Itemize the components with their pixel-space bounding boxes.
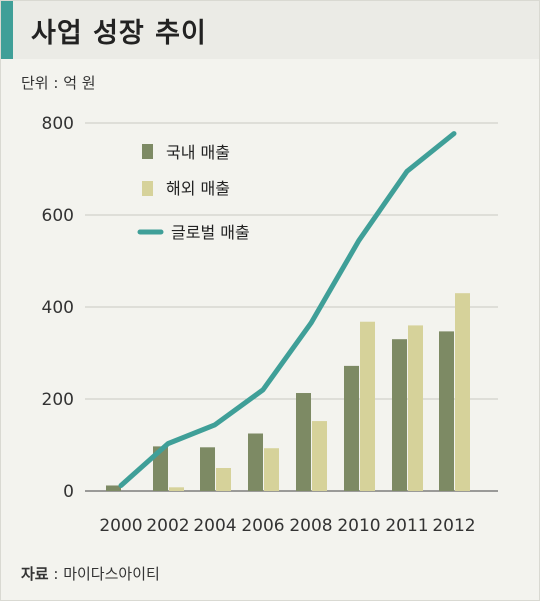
x-tick-label: 2010 [337, 516, 380, 536]
source-value: 마이다스아이티 [63, 565, 160, 583]
overseas-sales-bar [360, 322, 375, 491]
x-tick-label: 2002 [146, 516, 189, 536]
domestic-sales-bar [439, 331, 454, 491]
overseas-sales-bar [216, 468, 231, 491]
legend-domestic-swatch [142, 144, 153, 159]
y-tick-label: 400 [42, 298, 74, 318]
y-tick-label: 0 [63, 482, 74, 502]
y-tick-label: 600 [42, 206, 74, 226]
legend-global-label: 글로벌 매출 [171, 223, 250, 242]
source-label: 자료 [21, 565, 49, 583]
x-tick-label: 2012 [432, 516, 475, 536]
legend-domestic-label: 국내 매출 [166, 143, 230, 162]
y-tick-label: 200 [42, 390, 74, 410]
domestic-sales-bar [344, 366, 359, 491]
legend-overseas-label: 해외 매출 [166, 179, 230, 198]
x-tick-label: 2000 [99, 516, 142, 536]
overseas-sales-bar [169, 487, 184, 491]
domestic-sales-bar [296, 393, 311, 491]
overseas-sales-bar [312, 421, 327, 491]
x-tick-label: 2006 [241, 516, 284, 536]
overseas-sales-bar [408, 325, 423, 491]
source-separator: : [49, 565, 64, 583]
legend-overseas-swatch [142, 181, 153, 196]
domestic-sales-bar [392, 339, 407, 491]
x-tick-label: 2004 [193, 516, 236, 536]
source-line: 자료 : 마이다스아이티 [21, 563, 160, 584]
y-tick-label: 800 [42, 114, 74, 134]
x-tick-label: 2011 [385, 516, 428, 536]
overseas-sales-bar [264, 448, 279, 491]
domestic-sales-bar [248, 434, 263, 492]
x-tick-label: 2008 [289, 516, 332, 536]
overseas-sales-bar [455, 293, 470, 491]
domestic-sales-bar [200, 447, 215, 491]
